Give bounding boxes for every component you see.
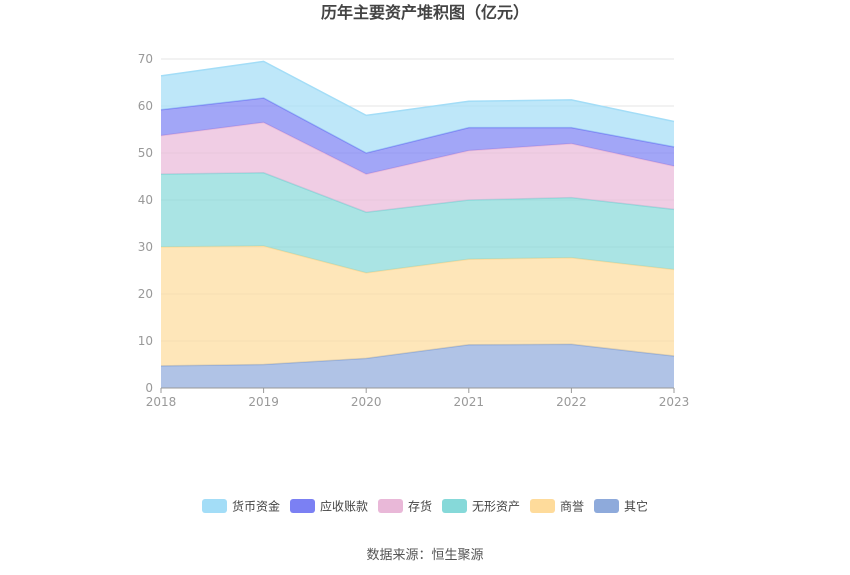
axes: 0 10 20 30 40 50 60 70 2018 2019 2020 2021 2022 2023 <box>138 52 690 409</box>
x-tick-label: 2018 <box>146 395 177 409</box>
chart-title: 历年主要资产堆积图（亿元） <box>321 3 529 22</box>
legend-item[interactable]: 其它 <box>594 499 648 514</box>
x-tick-label: 2019 <box>248 395 279 409</box>
x-tick-label: 2023 <box>659 395 690 409</box>
y-tick-label: 70 <box>138 52 153 66</box>
legend[interactable]: 货币资金 应收账款 存货 无形资产 商誉 其它 <box>202 499 648 514</box>
legend-item[interactable]: 商誉 <box>530 499 584 514</box>
y-tick-label: 30 <box>138 240 153 254</box>
legend-label: 无形资产 <box>472 500 520 514</box>
y-tick-label: 10 <box>138 334 153 348</box>
legend-label: 其它 <box>624 499 648 514</box>
source-note: 数据来源：恒生聚源 <box>366 548 483 563</box>
legend-item[interactable]: 存货 <box>378 499 432 514</box>
area-series-4 <box>161 98 674 175</box>
legend-swatch <box>378 499 403 513</box>
series-line-5 <box>160 60 675 123</box>
y-tick-label: 60 <box>138 99 153 113</box>
y-tick-label: 0 <box>145 381 153 395</box>
legend-swatch <box>290 499 315 513</box>
legend-label: 存货 <box>408 499 432 514</box>
area-series-1 <box>161 246 674 366</box>
legend-item[interactable]: 货币资金 <box>202 499 280 514</box>
x-tick-label: 2021 <box>454 395 485 409</box>
legend-swatch <box>442 499 467 513</box>
legend-swatch <box>202 499 227 513</box>
legend-item[interactable]: 无形资产 <box>442 499 520 514</box>
legend-label: 应收账款 <box>320 499 368 514</box>
legend-label: 货币资金 <box>232 499 280 514</box>
x-tick-label: 2022 <box>556 395 587 409</box>
legend-label: 商誉 <box>560 499 584 514</box>
area-series-3 <box>161 122 674 213</box>
area-series-2 <box>161 172 674 273</box>
x-tick-label: 2020 <box>351 395 382 409</box>
area-series-5 <box>161 61 674 153</box>
legend-item[interactable]: 应收账款 <box>290 499 368 514</box>
y-tick-label: 20 <box>138 287 153 301</box>
area-series <box>160 60 675 388</box>
legend-swatch <box>530 499 555 513</box>
y-tick-label: 50 <box>138 146 153 160</box>
legend-swatch <box>594 499 619 513</box>
y-tick-label: 40 <box>138 193 153 207</box>
area-series-0 <box>161 344 674 388</box>
